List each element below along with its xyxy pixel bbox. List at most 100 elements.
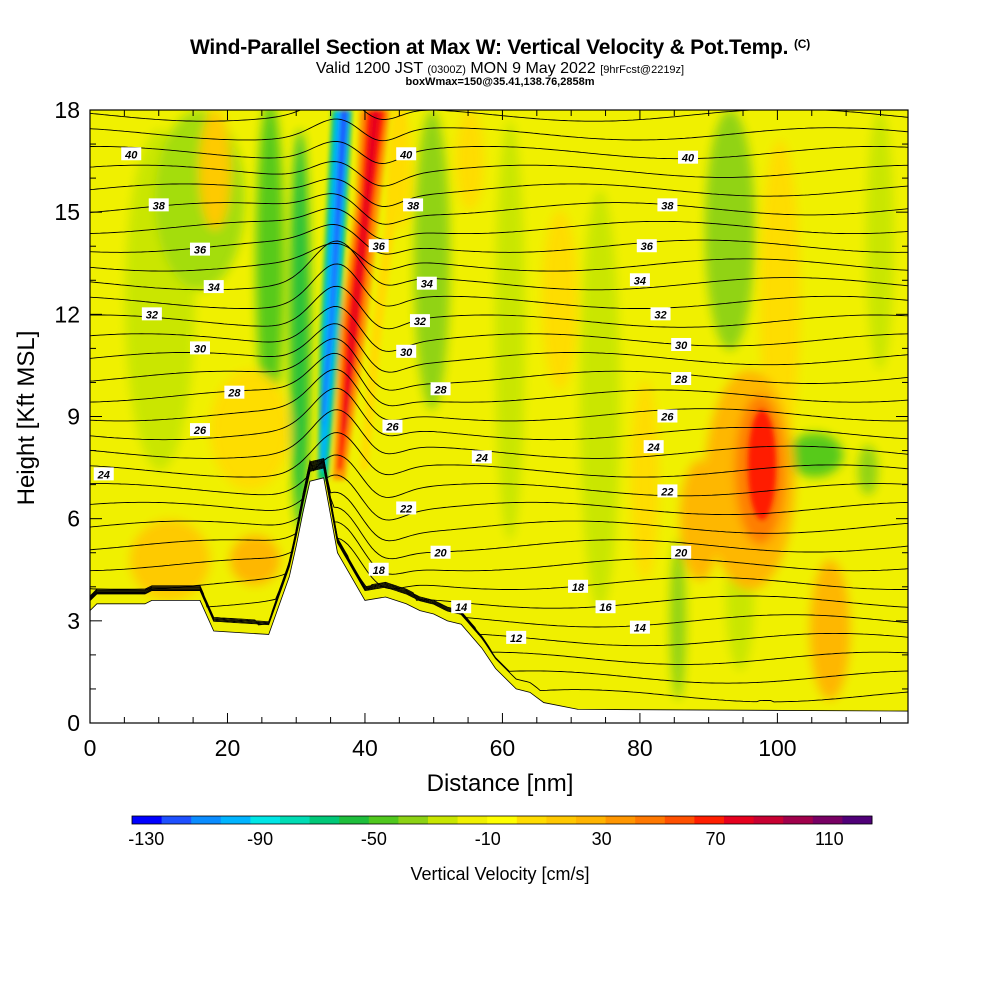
y-tick-label: 0 [67, 710, 80, 736]
contour-label: 36 [636, 239, 657, 253]
colorbar-tick-label: -90 [247, 829, 273, 849]
contour-label: 40 [396, 147, 417, 161]
colorbar-swatch [487, 816, 518, 824]
box-info-line: boxWmax=150@35.41,138.76,2858m [405, 76, 595, 88]
contour-label: 24 [93, 467, 114, 481]
isentrope-line [90, 466, 908, 684]
contour-label: 36 [189, 242, 210, 257]
svg-text:18: 18 [373, 565, 386, 577]
colorbar-swatch [842, 816, 873, 824]
contour-label: 20 [430, 545, 451, 560]
colorbar-swatch [753, 816, 784, 824]
colorbar-swatch [398, 816, 429, 824]
svg-text:40: 40 [681, 153, 695, 165]
valid-time-line: Valid 1200 JST (0300Z) MON 9 May 2022 [9… [315, 60, 685, 77]
svg-text:40: 40 [124, 149, 138, 161]
y-tick-label: 12 [54, 301, 80, 327]
isentrope-line [90, 460, 908, 575]
contour-label: 30 [189, 341, 210, 355]
x-tick-label: 60 [490, 735, 516, 761]
colorbar-tick-label: 110 [815, 829, 844, 849]
colorbar-swatch [250, 816, 281, 824]
svg-text:30: 30 [194, 343, 207, 355]
colorbar-swatch [694, 816, 725, 824]
isentrope-line [90, 161, 908, 187]
contour-label: 26 [189, 423, 210, 437]
colorbar-tick-label: -10 [475, 829, 501, 849]
x-tick-label: 40 [352, 735, 378, 761]
x-axis: 0 20 40 60 80 100 [84, 110, 882, 761]
isentrope-line [90, 242, 908, 272]
colorbar-swatch [457, 816, 488, 824]
svg-text:32: 32 [654, 309, 666, 321]
colorbar-swatch [428, 816, 459, 824]
colorbar-swatch [280, 816, 311, 824]
contour-label: 22 [396, 501, 417, 515]
svg-text:22: 22 [660, 486, 673, 498]
chart-title: Wind-Parallel Section at Max W: Vertical… [189, 36, 811, 59]
colorbar-swatch [664, 816, 695, 824]
contour-label: 32 [141, 307, 162, 321]
isentrope-line [90, 140, 908, 164]
isentrope-line [90, 240, 908, 291]
contour-label: 30 [671, 337, 692, 352]
svg-text:32: 32 [146, 309, 158, 321]
y-axis-label: Height [Kft MSL] [13, 331, 40, 506]
svg-text:26: 26 [193, 425, 207, 437]
isentrope-line [90, 458, 908, 521]
svg-text:14: 14 [455, 602, 467, 614]
colorbar-swatch [812, 816, 843, 824]
isentrope-line [90, 387, 908, 441]
svg-text:26: 26 [385, 422, 399, 434]
contour-label: 14 [629, 620, 650, 635]
y-tick-label: 6 [67, 506, 80, 532]
isentrope-line [90, 224, 908, 255]
contour-labels: 40 40 40 38 38 38 36 36 36 34 34 34 32 32 32 30 30 30 28 28… [93, 147, 699, 645]
isentrope-line [90, 461, 908, 590]
isentrope-line [90, 409, 908, 459]
svg-text:28: 28 [227, 388, 241, 400]
contour-label: 38 [148, 198, 169, 212]
contour-label: 18 [568, 579, 589, 594]
isentrope-line [90, 432, 908, 478]
isentrope-line [90, 464, 908, 647]
x-axis-label: Distance [nm] [427, 770, 574, 797]
svg-text:36: 36 [194, 245, 207, 257]
svg-text:26: 26 [660, 412, 674, 424]
contour-label: 24 [471, 450, 492, 464]
svg-text:14: 14 [634, 623, 646, 635]
contour-label: 38 [657, 198, 678, 212]
svg-text:20: 20 [433, 548, 447, 560]
contour-label: 22 [657, 484, 678, 498]
svg-text:24: 24 [475, 452, 488, 464]
contour-label: 28 [430, 382, 451, 396]
svg-text:34: 34 [421, 279, 433, 291]
contour-label: 36 [368, 239, 389, 253]
potential-temperature-contours [90, 110, 908, 703]
colorbar: -130 -90 -50 -10 30 70 110 [128, 815, 873, 849]
svg-text:30: 30 [400, 347, 413, 359]
contour-label: 14 [451, 600, 472, 614]
svg-text:38: 38 [661, 200, 674, 212]
colorbar-swatch [635, 816, 666, 824]
svg-text:36: 36 [373, 241, 386, 253]
isentrope-line [90, 306, 908, 352]
contour-label: 30 [396, 344, 417, 359]
contour-label: 16 [595, 600, 616, 614]
colorbar-swatch [783, 816, 814, 824]
svg-text:34: 34 [634, 275, 646, 287]
isentrope-line [90, 463, 908, 628]
contour-label: 24 [643, 440, 664, 454]
svg-text:20: 20 [674, 548, 688, 560]
isentrope-line [90, 193, 908, 225]
contour-label: 26 [657, 409, 678, 424]
contour-label: 34 [629, 273, 650, 287]
isentrope-line [90, 458, 908, 542]
contour-label: 26 [382, 419, 403, 434]
contour-label: 34 [203, 280, 224, 294]
y-tick-label: 9 [67, 404, 80, 430]
x-tick-label: 0 [84, 735, 97, 761]
colorbar-swatch [309, 816, 340, 824]
